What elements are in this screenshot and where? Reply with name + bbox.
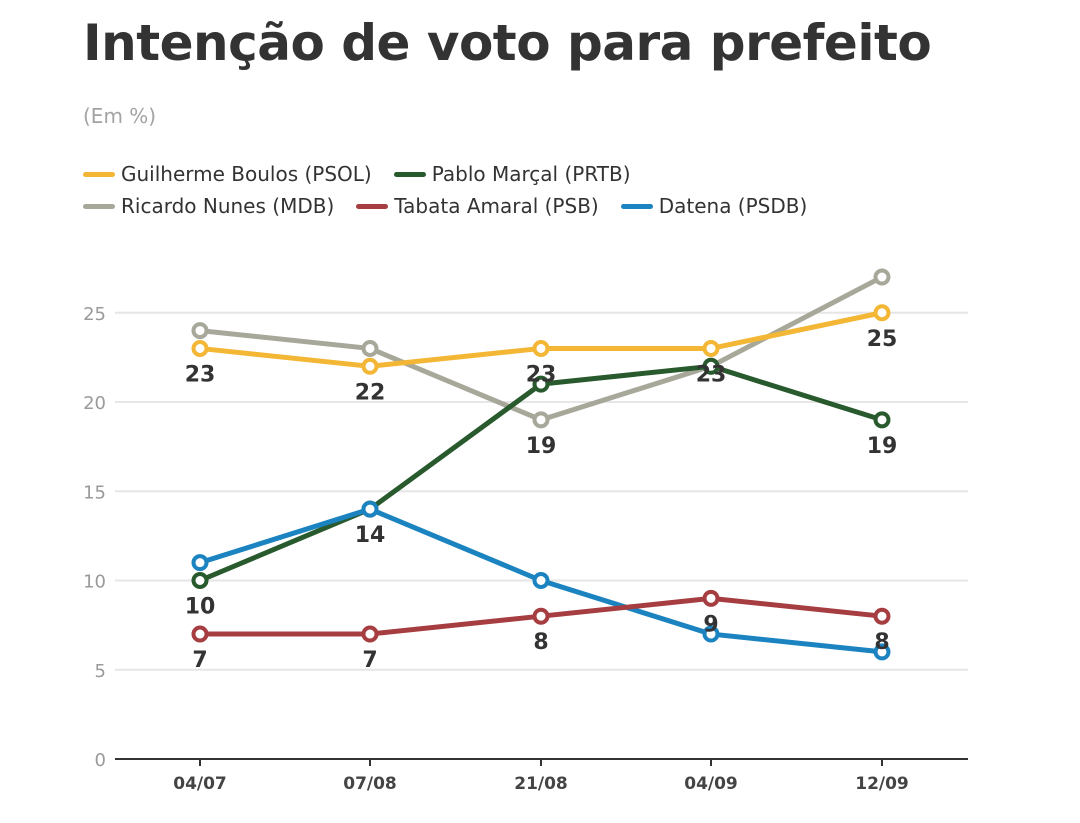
data-point	[361, 357, 379, 375]
data-label: 9	[703, 612, 718, 637]
legend-label: Guilherme Boulos (PSOL)	[121, 162, 372, 186]
data-point	[873, 643, 891, 661]
data-label: 14	[355, 523, 386, 548]
legend-item-ricardo-nunes-mdb: Ricardo Nunes (MDB)	[83, 194, 334, 218]
data-point	[532, 339, 550, 357]
data-point	[532, 375, 550, 393]
series-guilherme-boulos-psol	[191, 304, 891, 375]
data-point	[702, 339, 720, 357]
data-labels: 19 23 22 23 23 25 10 14 19 7 7 8 9 8	[185, 327, 898, 673]
y-tick-label: 10	[83, 572, 106, 593]
data-point	[532, 411, 550, 429]
legend-item-tabata-amaral-psb: Tabata Amaral (PSB)	[356, 194, 599, 218]
data-point	[702, 357, 720, 375]
data-point	[873, 304, 891, 322]
series-tabata-amaral-psb	[191, 589, 891, 643]
legend-swatch	[83, 171, 115, 177]
legend-label: Tabata Amaral (PSB)	[394, 194, 599, 218]
x-tick-label: 12/09	[855, 774, 909, 794]
data-label: 23	[696, 362, 727, 387]
data-point	[873, 411, 891, 429]
data-label: 10	[185, 595, 216, 620]
x-tick-label: 07/08	[343, 774, 397, 794]
data-point	[873, 607, 891, 625]
legend-item-guilherme-boulos-psol: Guilherme Boulos (PSOL)	[83, 162, 372, 186]
series-datena-psdb	[191, 500, 891, 661]
chart-subtitle: (Em %)	[83, 104, 157, 128]
legend-row: Ricardo Nunes (MDB) Tabata Amaral (PSB) Da…	[83, 190, 983, 222]
axes: 0 5 10 15 20 25 04/07 07/08 21/08 04/09 12/09	[83, 304, 968, 794]
data-point	[361, 625, 379, 643]
data-label: 23	[185, 362, 216, 387]
data-point	[191, 625, 209, 643]
data-label: 23	[526, 362, 557, 387]
data-point	[191, 339, 209, 357]
data-label: 8	[874, 630, 889, 655]
data-point	[532, 572, 550, 589]
data-point	[702, 589, 720, 607]
legend-item-pablo-marcal-prtb: Pablo Marçal (PRTB)	[393, 162, 631, 186]
legend-swatch	[83, 203, 115, 209]
data-point	[191, 322, 209, 340]
legend-label: Ricardo Nunes (MDB)	[121, 194, 335, 218]
data-point	[191, 554, 209, 572]
x-tick-label: 04/07	[173, 774, 227, 794]
series-line	[197, 363, 885, 583]
data-point	[532, 607, 550, 625]
data-point	[873, 268, 891, 286]
chart-legend: Guilherme Boulos (PSOL) Pablo Marçal (PRT…	[83, 158, 983, 222]
x-tick-label: 21/08	[514, 774, 568, 794]
legend-swatch	[356, 203, 389, 209]
chart-title: Intenção de voto para prefeito	[83, 14, 932, 72]
data-label: 22	[355, 380, 386, 405]
data-label: 7	[362, 648, 377, 673]
series-lines	[191, 268, 891, 661]
data-point	[361, 500, 379, 518]
data-point	[702, 625, 720, 643]
series-pablo-marcal-prtb	[191, 357, 891, 589]
x-tick-label: 04/09	[684, 774, 738, 794]
legend-item-datena-psdb: Datena (PSDB)	[620, 194, 808, 218]
y-tick-label: 5	[95, 661, 106, 682]
y-tick-label: 15	[83, 482, 106, 503]
data-label: 8	[533, 630, 548, 655]
data-label: 19	[867, 434, 898, 459]
y-tick-label: 20	[83, 393, 106, 414]
y-tick-label: 25	[83, 304, 106, 325]
legend-swatch	[393, 171, 426, 177]
data-label: 25	[867, 327, 898, 352]
legend-label: Datena (PSDB)	[658, 194, 808, 218]
data-label: 7	[192, 648, 207, 673]
legend-swatch	[620, 203, 653, 209]
legend-row: Guilherme Boulos (PSOL) Pablo Marçal (PRT…	[83, 158, 983, 190]
y-tick-label: 0	[95, 750, 106, 771]
data-label: 19	[526, 434, 557, 459]
legend-label: Pablo Marçal (PRTB)	[431, 162, 631, 186]
data-point	[191, 572, 209, 589]
data-point	[361, 339, 379, 357]
